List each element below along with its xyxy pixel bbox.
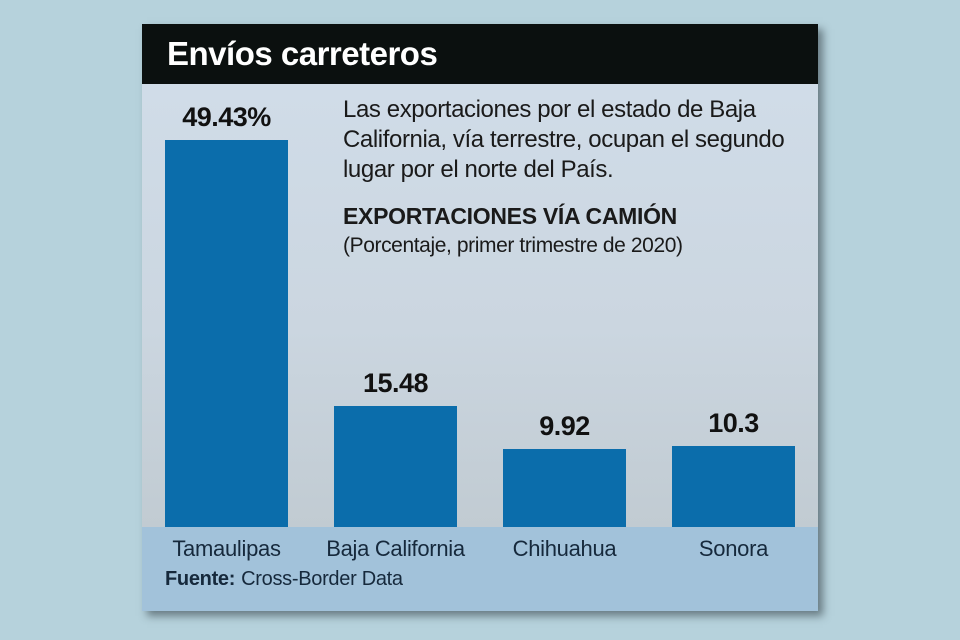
- category-label: Tamaulipas: [172, 536, 281, 561]
- bar: [165, 140, 288, 527]
- footer-band: Tamaulipas Baja California Chihuahua Sonora…: [142, 527, 818, 611]
- category-label: Sonora: [698, 536, 769, 561]
- bar: [334, 406, 457, 527]
- source-label: Fuente:: [165, 568, 236, 590]
- chart-description: Las exportaciones por el estado de Baja …: [343, 96, 785, 183]
- value-label: 9.92: [539, 411, 590, 441]
- bar: [503, 449, 626, 527]
- value-label: 49.43%: [182, 102, 271, 132]
- chart-title: EXPORTACIONES VÍA CAMIÓN: [343, 203, 677, 229]
- value-label: 15.48: [362, 368, 429, 398]
- value-label: 10.3: [708, 408, 759, 438]
- category-label: Baja California: [326, 536, 465, 561]
- infographic-panel: Envíos carreteros Las exportaciones por …: [142, 24, 818, 611]
- header-bar: Envíos carreteros: [142, 24, 818, 84]
- category-label: Chihuahua: [512, 536, 617, 561]
- chart-subtitle: (Porcentaje, primer trimestre de 2020): [343, 234, 683, 257]
- bar: [672, 446, 795, 527]
- source-text: Cross-Border Data: [241, 568, 403, 590]
- source-line: Fuente: Cross-Border Data: [165, 568, 403, 591]
- page-title: Envíos carreteros: [167, 35, 438, 72]
- bar-chart: Las exportaciones por el estado de Baja …: [142, 84, 818, 527]
